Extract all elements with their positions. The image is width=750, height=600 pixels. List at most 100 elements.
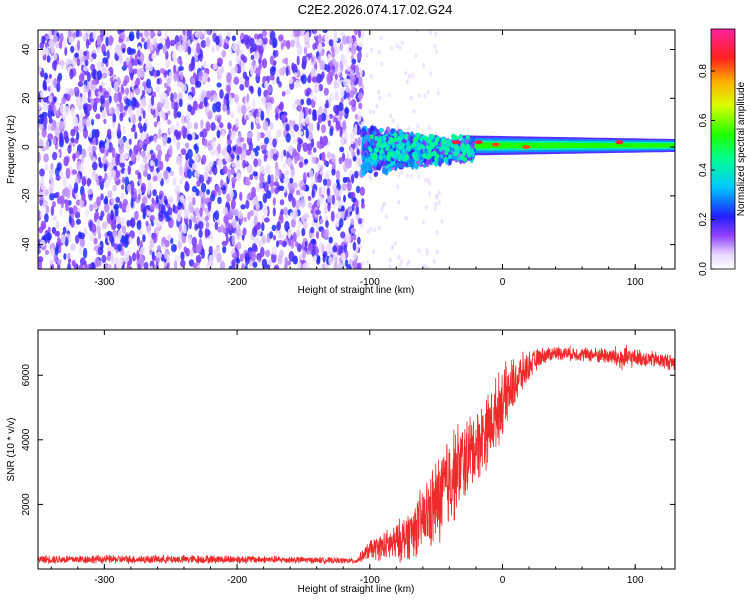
noise-speckle <box>286 40 291 50</box>
noise-speckle <box>79 237 86 248</box>
noise-speckle <box>140 246 146 256</box>
noise-speckle <box>343 194 346 203</box>
noise-speckle <box>348 100 354 106</box>
noise-speckle <box>124 252 130 263</box>
noise-speckle <box>154 158 159 167</box>
signal-speckle <box>471 150 475 158</box>
noise-speckle <box>192 216 197 224</box>
noise-speckle <box>115 152 119 164</box>
noise-speckle <box>65 58 72 66</box>
signal-speckle <box>395 162 401 168</box>
noise-speckle <box>231 234 236 246</box>
noise-speckle <box>184 142 190 149</box>
noise-speckle <box>322 253 326 263</box>
noise-speckle <box>255 67 261 77</box>
noise-speckle <box>331 194 336 205</box>
sparse-speckle <box>396 123 400 129</box>
noise-speckle <box>333 79 338 90</box>
noise-speckle <box>187 46 192 55</box>
noise-speckle <box>349 147 354 153</box>
noise-speckle <box>227 122 232 130</box>
noise-speckle <box>272 197 276 206</box>
noise-speckle <box>96 196 101 207</box>
noise-speckle <box>105 36 109 47</box>
noise-speckle <box>267 150 272 158</box>
noise-speckle <box>49 82 54 93</box>
noise-speckle <box>97 246 104 256</box>
noise-speckle <box>136 249 140 261</box>
colorbar-gradient <box>710 28 736 270</box>
noise-speckle <box>302 249 306 259</box>
noise-speckle <box>265 164 271 175</box>
sparse-speckle <box>433 206 437 212</box>
noise-speckle <box>153 121 158 128</box>
sparse-speckle <box>437 200 441 206</box>
noise-speckle <box>203 171 209 182</box>
noise-speckle <box>330 92 335 102</box>
noise-speckle <box>164 100 170 111</box>
signal-speckle <box>360 169 366 177</box>
noise-speckle <box>63 156 69 167</box>
noise-speckle <box>52 201 56 208</box>
noise-speckle <box>207 110 213 120</box>
signal-speckle <box>438 160 442 167</box>
noise-speckle <box>45 140 50 150</box>
noise-speckle <box>326 75 332 85</box>
noise-speckle <box>224 151 230 163</box>
signal-speckle <box>388 167 393 172</box>
noise-speckle <box>157 149 163 157</box>
noise-speckle <box>128 111 133 118</box>
noise-speckle <box>67 144 72 154</box>
signal-highlight <box>428 134 433 139</box>
signal-band-layer <box>462 142 675 149</box>
noise-speckle <box>275 112 279 121</box>
noise-speckle <box>327 151 331 159</box>
noise-speckle <box>107 141 113 153</box>
noise-speckle <box>130 189 135 196</box>
noise-speckle <box>264 80 269 90</box>
noise-speckle <box>91 145 97 152</box>
noise-speckle <box>177 201 182 210</box>
noise-speckle <box>350 44 357 56</box>
signal-speckle <box>470 141 475 149</box>
sparse-speckle <box>405 215 409 221</box>
noise-speckle <box>306 97 312 106</box>
noise-speckle <box>113 263 117 269</box>
noise-speckle <box>269 55 274 65</box>
noise-speckle <box>261 96 267 104</box>
noise-speckle <box>178 231 183 243</box>
noise-speckle <box>44 249 50 255</box>
signal-highlight <box>454 151 458 157</box>
noise-speckle <box>227 168 231 179</box>
snr-axes: -300 -200 -100 0 100 2000 4000 6000 Height of st… <box>6 329 676 595</box>
sparse-speckle <box>405 79 409 85</box>
noise-speckle <box>253 110 257 119</box>
noise-speckle <box>228 60 232 67</box>
noise-speckle <box>201 94 205 100</box>
noise-speckle <box>113 203 120 211</box>
noise-speckle <box>174 101 179 112</box>
noise-speckle <box>205 207 209 216</box>
noise-speckle <box>121 224 127 235</box>
noise-speckle <box>125 87 130 96</box>
noise-speckle <box>193 143 198 151</box>
x-tick-label: 100 <box>627 575 644 586</box>
noise-speckle <box>48 117 53 124</box>
noise-speckle <box>332 253 338 263</box>
noise-speckle <box>233 76 240 85</box>
signal-highlight <box>467 152 472 158</box>
sparse-speckle <box>366 228 370 234</box>
noise-speckle <box>317 160 321 172</box>
noise-speckle <box>304 158 309 164</box>
noise-speckle <box>252 98 256 109</box>
signal-highlight <box>388 139 393 145</box>
noise-speckle <box>246 105 252 113</box>
noise-speckle <box>58 120 65 129</box>
noise-speckle <box>236 229 241 240</box>
x-tick-label: -200 <box>227 575 247 586</box>
noise-speckle <box>358 92 364 100</box>
noise-speckle <box>306 87 312 95</box>
sparse-speckle <box>425 265 429 269</box>
noise-speckle <box>185 153 189 161</box>
noise-speckle <box>210 193 216 202</box>
